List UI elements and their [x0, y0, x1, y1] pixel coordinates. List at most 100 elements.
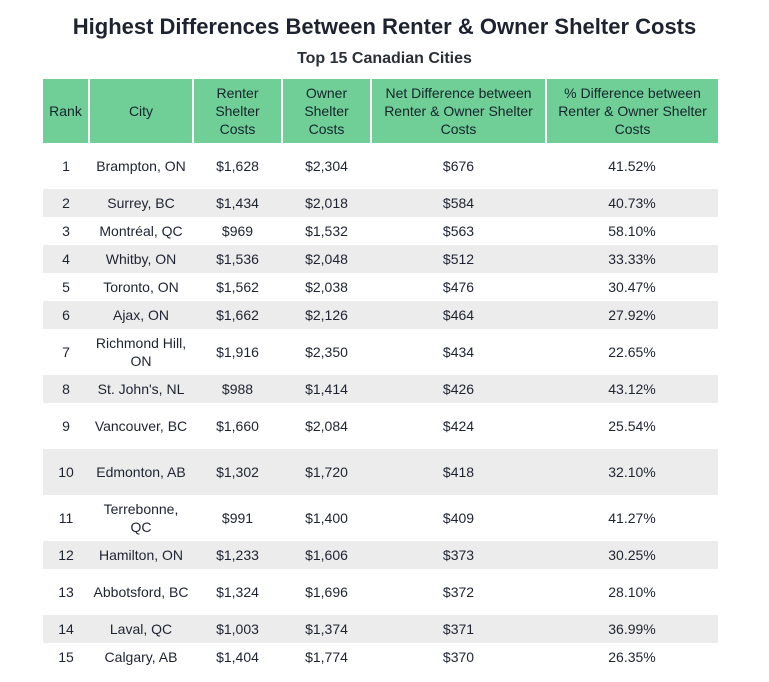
- table-title: Highest Differences Between Renter & Own…: [72, 14, 697, 39]
- renter-cost-cell: $1,434: [193, 189, 282, 217]
- table-row: 7 Richmond Hill, ON $1,916 $2,350 $434 22.65%: [43, 329, 718, 375]
- column-header-rank: Rank: [43, 79, 90, 143]
- table-row: 5 Toronto, ON $1,562 $2,038 $476 30.47%: [43, 273, 718, 301]
- rank-cell: 15: [58, 649, 74, 665]
- owner-cost-cell: $2,126: [282, 301, 371, 329]
- net-difference-cell: $373: [371, 541, 546, 569]
- percent-difference-cell: 30.47%: [608, 279, 656, 295]
- percent-difference-cell: 33.33%: [546, 245, 718, 273]
- owner-cost-cell: $1,720: [282, 449, 371, 495]
- renter-cost-cell: $1,003: [193, 615, 282, 643]
- owner-cost-cell: $2,018: [282, 189, 371, 217]
- renter-cost-cell: $1,324: [216, 584, 259, 600]
- rank-cell: 1: [62, 158, 70, 174]
- city-cell: Whitby, ON: [89, 245, 193, 273]
- percent-difference-cell: 43.12%: [546, 375, 718, 403]
- table-row: 3 Montréal, QC $969 $1,532 $563 58.10%: [43, 217, 718, 245]
- owner-cost-cell: $1,414: [282, 375, 371, 403]
- header-row: Rank City Renter Shelter Costs Owner She…: [43, 79, 718, 143]
- rank-cell: 13: [58, 584, 74, 600]
- city-cell: Montréal, QC: [99, 223, 183, 239]
- owner-cost-cell: $2,350: [305, 344, 348, 360]
- shelter-costs-table: Rank City Renter Shelter Costs Owner She…: [43, 79, 718, 671]
- city-cell: St. John's, NL: [89, 375, 193, 403]
- table-row: 4 Whitby, ON $1,536 $2,048 $512 33.33%: [43, 245, 718, 273]
- net-difference-cell: $372: [442, 584, 475, 600]
- renter-cost-cell: $1,536: [193, 245, 282, 273]
- table-row: 10 Edmonton, AB $1,302 $1,720 $418 32.10%: [43, 449, 718, 495]
- city-cell: Terrebonne, QC: [103, 501, 179, 535]
- net-difference-cell: $409: [442, 510, 475, 526]
- percent-difference-cell: 28.10%: [608, 584, 656, 600]
- city-cell: Richmond Hill, ON: [95, 335, 187, 369]
- percent-difference-cell: 30.25%: [546, 541, 718, 569]
- owner-cost-cell: $2,038: [305, 279, 348, 295]
- renter-cost-cell: $969: [221, 223, 254, 239]
- percent-difference-cell: 40.73%: [546, 189, 718, 217]
- rank-cell: 5: [62, 279, 70, 295]
- table-row: 6 Ajax, ON $1,662 $2,126 $464 27.92%: [43, 301, 718, 329]
- table-row: 9 Vancouver, BC $1,660 $2,084 $424 25.54%: [43, 403, 718, 449]
- renter-cost-cell: $1,404: [216, 649, 259, 665]
- percent-difference-cell: 41.52%: [608, 158, 656, 174]
- rank-cell: 14: [43, 615, 89, 643]
- owner-cost-cell: $2,048: [282, 245, 371, 273]
- table-row: 1 Brampton, ON $1,628 $2,304 $676 41.52%: [43, 143, 718, 189]
- owner-cost-cell: $2,084: [305, 418, 348, 434]
- renter-cost-cell: $1,660: [216, 418, 259, 434]
- percent-difference-cell: 36.99%: [546, 615, 718, 643]
- rank-cell: 7: [62, 344, 70, 360]
- net-difference-cell: $464: [371, 301, 546, 329]
- city-cell: Hamilton, ON: [89, 541, 193, 569]
- city-cell: Toronto, ON: [103, 279, 179, 295]
- percent-difference-cell: 32.10%: [546, 449, 718, 495]
- percent-difference-cell: 22.65%: [608, 344, 656, 360]
- column-header-renter-costs: Renter Shelter Costs: [193, 79, 283, 143]
- city-cell: Surrey, BC: [89, 189, 193, 217]
- net-difference-cell: $370: [442, 649, 475, 665]
- percent-difference-cell: 26.35%: [608, 649, 656, 665]
- city-cell: Calgary, AB: [104, 649, 178, 665]
- percent-difference-cell: 25.54%: [608, 418, 656, 434]
- owner-cost-cell: $1,606: [282, 541, 371, 569]
- rank-cell: 3: [62, 223, 70, 239]
- rank-cell: 4: [43, 245, 89, 273]
- table-row: 11 Terrebonne, QC $991 $1,400 $409 41.27%: [43, 495, 718, 541]
- city-cell: Laval, QC: [89, 615, 193, 643]
- rank-cell: 2: [43, 189, 89, 217]
- percent-difference-cell: 41.27%: [608, 510, 656, 526]
- city-cell: Abbotsford, BC: [93, 584, 189, 600]
- owner-cost-cell: $1,696: [305, 584, 348, 600]
- column-header-net-difference: Net Difference between Renter & Owner Sh…: [371, 79, 547, 143]
- owner-cost-cell: $1,374: [282, 615, 371, 643]
- column-header-percent-difference: % Difference between Renter & Owner Shel…: [546, 79, 718, 143]
- net-difference-cell: $371: [371, 615, 546, 643]
- net-difference-cell: $426: [371, 375, 546, 403]
- owner-cost-cell: $1,400: [305, 510, 348, 526]
- net-difference-cell: $512: [371, 245, 546, 273]
- city-cell: Edmonton, AB: [89, 449, 193, 495]
- column-header-city: City: [89, 79, 194, 143]
- city-cell: Ajax, ON: [89, 301, 193, 329]
- rank-cell: 12: [43, 541, 89, 569]
- net-difference-cell: $676: [442, 158, 475, 174]
- net-difference-cell: $476: [442, 279, 475, 295]
- net-difference-cell: $424: [442, 418, 475, 434]
- owner-cost-cell: $1,774: [305, 649, 348, 665]
- rank-cell: 6: [43, 301, 89, 329]
- table-row: 8 St. John's, NL $988 $1,414 $426 43.12%: [43, 375, 718, 403]
- table-row: 14 Laval, QC $1,003 $1,374 $371 36.99%: [43, 615, 718, 643]
- table-row: 12 Hamilton, ON $1,233 $1,606 $373 30.25%: [43, 541, 718, 569]
- rank-cell: 9: [62, 418, 70, 434]
- owner-cost-cell: $1,532: [305, 223, 348, 239]
- renter-cost-cell: $1,662: [193, 301, 282, 329]
- renter-cost-cell: $988: [193, 375, 282, 403]
- renter-cost-cell: $1,302: [193, 449, 282, 495]
- renter-cost-cell: $1,233: [193, 541, 282, 569]
- table-row: 15 Calgary, AB $1,404 $1,774 $370 26.35%: [43, 643, 718, 671]
- net-difference-cell: $584: [371, 189, 546, 217]
- table-subtitle: Top 15 Canadian Cities: [297, 50, 472, 67]
- table-row: 13 Abbotsford, BC $1,324 $1,696 $372 28.10%: [43, 569, 718, 615]
- rank-cell: 10: [43, 449, 89, 495]
- city-cell: Brampton, ON: [96, 158, 186, 174]
